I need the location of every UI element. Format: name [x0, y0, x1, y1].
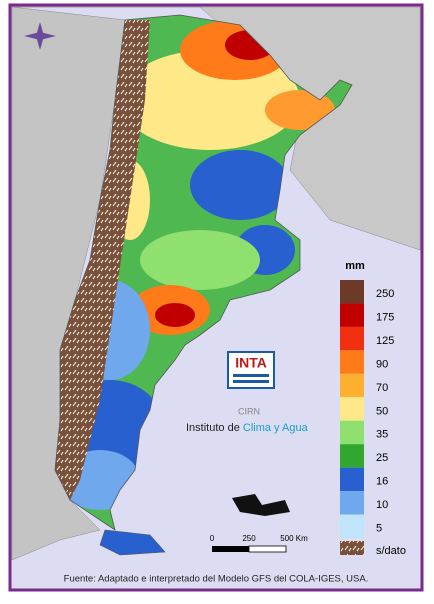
legend: mm s/dato 250 175 125 90 70 50 35 25 16 10 5	[340, 260, 406, 557]
legend-label: 50	[376, 405, 388, 417]
legend-swatch	[340, 420, 364, 445]
institute-plain: Instituto de	[186, 422, 243, 434]
legend-swatch	[340, 444, 364, 468]
institute-name: Instituto de Clima y Agua	[186, 422, 309, 434]
legend-label: 16	[376, 476, 388, 488]
legend-label: 125	[376, 335, 394, 347]
legend-label: 70	[376, 382, 388, 394]
legend-label: 25	[376, 452, 388, 464]
institute-colored: Clima y Agua	[243, 422, 309, 434]
legend-label: 5	[376, 523, 382, 535]
scale-label: 500 Km	[280, 534, 308, 543]
legend-unit: mm	[345, 260, 365, 272]
no-data-swatch	[340, 541, 364, 555]
legend-swatch	[340, 326, 364, 351]
legend-label: 35	[376, 429, 388, 441]
legend-swatch	[340, 280, 364, 304]
country-outline	[54, 14, 353, 531]
legend-swatch	[340, 397, 364, 421]
no-data-label: s/dato	[376, 545, 406, 557]
legend-label: 175	[376, 311, 394, 323]
legend-swatch	[340, 373, 364, 398]
compass	[24, 22, 56, 50]
scale-bar: 0 250 500 Km	[210, 534, 308, 553]
malvinas	[232, 494, 290, 516]
legend-label: 10	[376, 499, 388, 511]
source-note: Fuente: Adaptado e interpretado del Mode…	[64, 574, 369, 585]
legend-swatch	[340, 467, 364, 492]
scale-label: 250	[242, 534, 256, 543]
legend-swatch	[340, 350, 364, 374]
legend-swatch	[340, 303, 364, 327]
legend-label: 250	[376, 288, 394, 300]
logo: INTA CIRN Instituto de Clima y Agua	[186, 351, 309, 434]
tierra-del-fuego	[99, 529, 166, 556]
legend-swatch	[340, 491, 364, 515]
logo-brand: INTA	[235, 355, 267, 371]
legend-swatch	[340, 514, 364, 538]
logo-sub: CIRN	[238, 406, 260, 416]
legend-label: 90	[376, 358, 388, 370]
scale-label: 0	[210, 534, 215, 543]
